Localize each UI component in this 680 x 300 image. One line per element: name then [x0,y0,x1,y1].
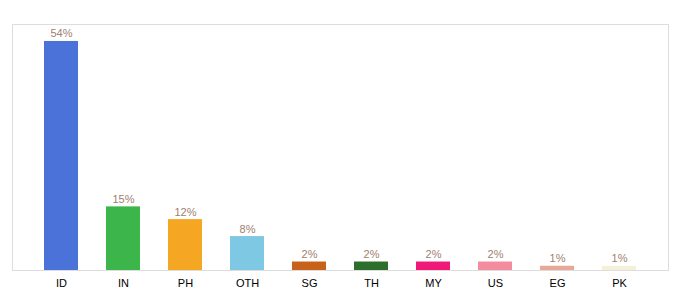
svg-text:OTH: OTH [236,277,259,289]
svg-text:1%: 1% [550,252,566,264]
svg-text:SG: SG [302,277,318,289]
svg-text:MY: MY [425,277,442,289]
svg-text:15%: 15% [112,193,134,205]
svg-text:US: US [488,277,503,289]
svg-text:ID: ID [56,277,67,289]
svg-text:54%: 54% [50,27,72,39]
svg-text:12%: 12% [174,206,196,218]
svg-text:EG: EG [550,277,566,289]
svg-text:2%: 2% [302,248,318,260]
svg-text:2%: 2% [488,248,504,260]
svg-text:2%: 2% [364,248,380,260]
svg-text:IN: IN [118,277,129,289]
svg-text:PH: PH [178,277,193,289]
svg-text:TH: TH [364,277,379,289]
svg-text:2%: 2% [426,248,442,260]
svg-text:8%: 8% [240,223,256,235]
svg-text:PK: PK [612,277,627,289]
svg-text:1%: 1% [612,252,628,264]
